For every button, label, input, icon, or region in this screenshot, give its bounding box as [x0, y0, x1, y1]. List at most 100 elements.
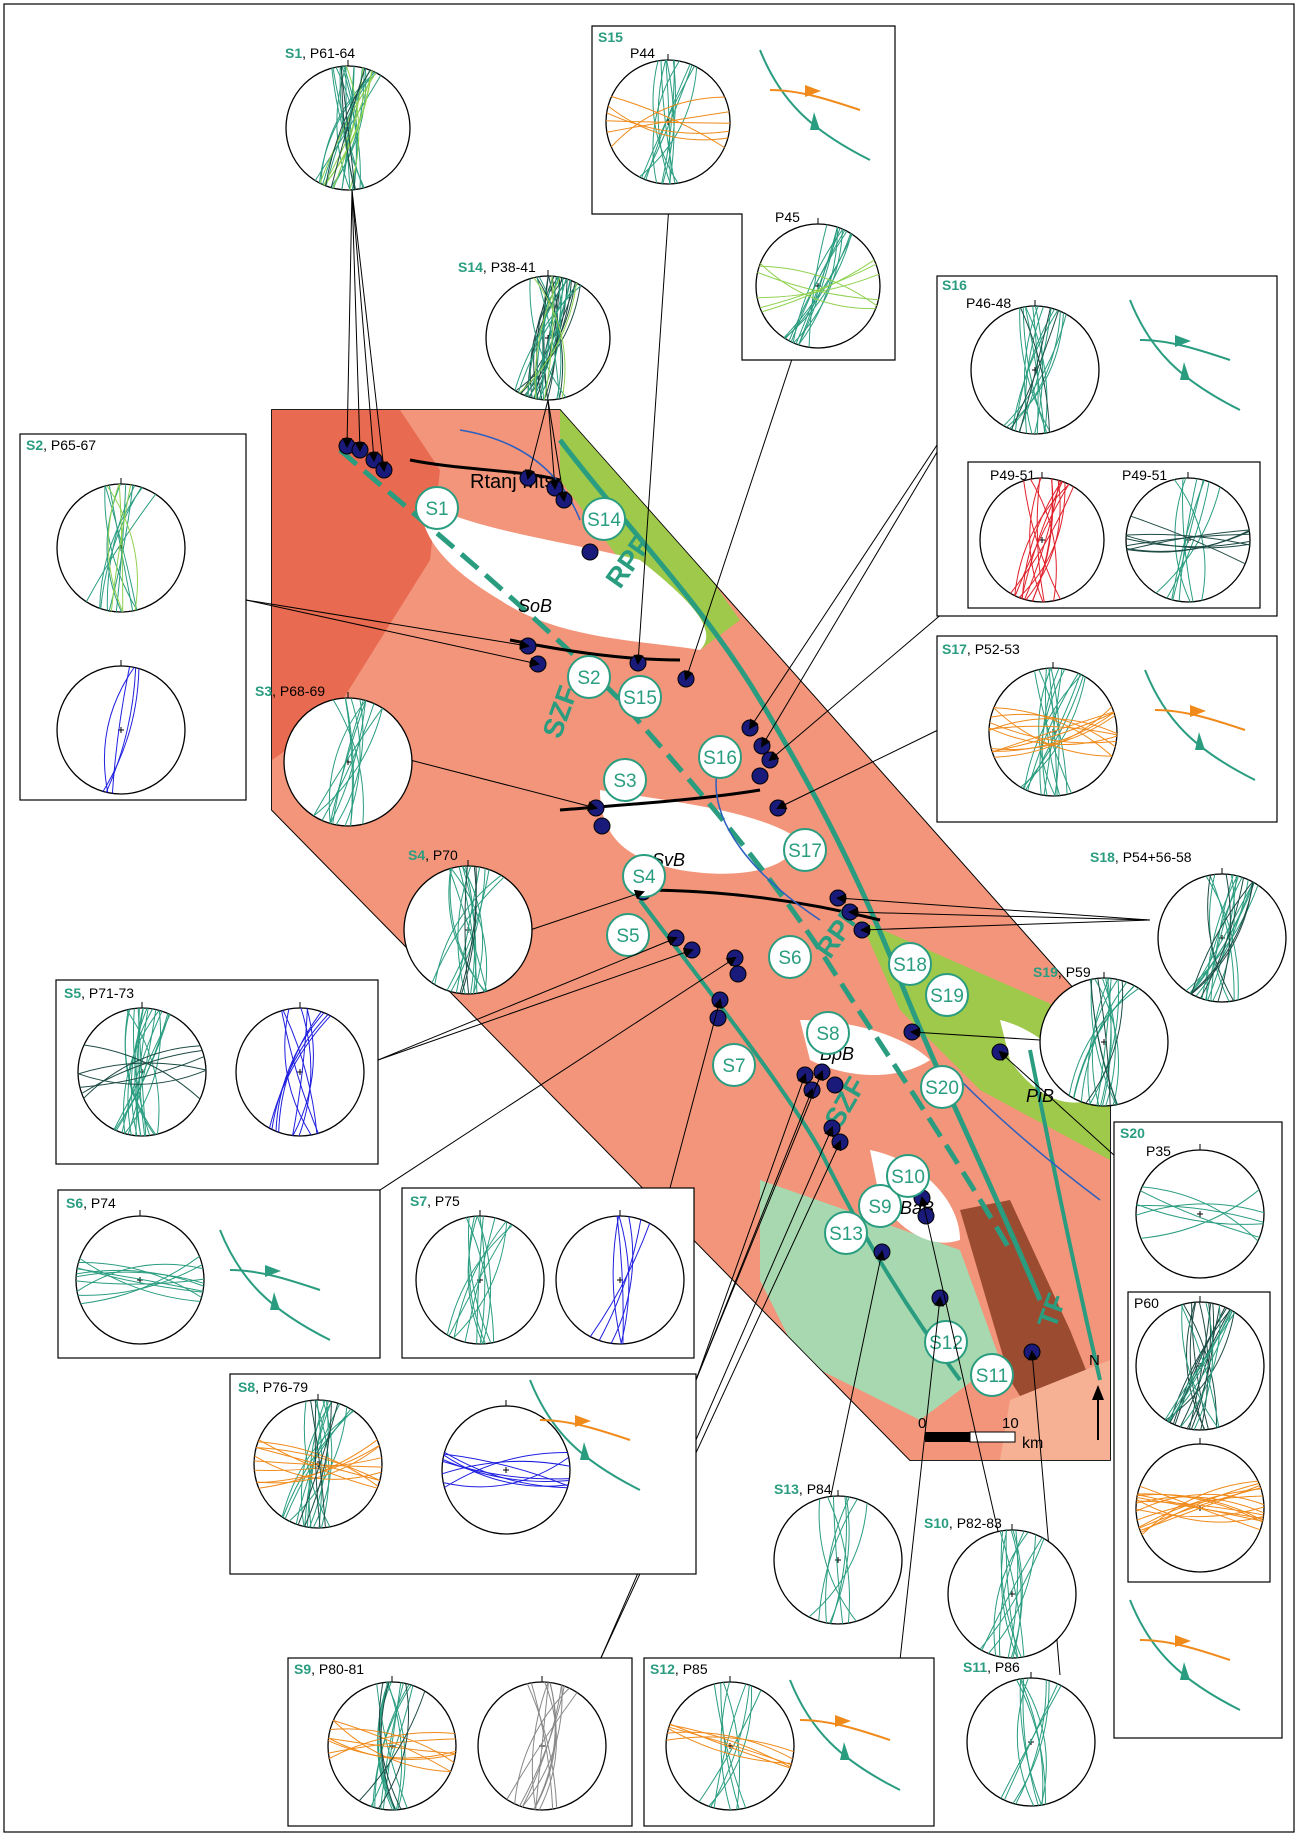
- river: [459, 429, 1101, 1201]
- leader-line: [245, 599, 540, 668]
- svg-text:S3, P68-69: S3, P68-69: [255, 683, 325, 699]
- stereonet: [403, 860, 533, 995]
- leader-line: [669, 998, 723, 1189]
- panel-s7: S7, P75: [401, 1187, 695, 1359]
- svg-text:S3: S3: [613, 771, 636, 792]
- leader-line: [245, 599, 530, 650]
- svg-text:S18, P54+56-58: S18, P54+56-58: [1090, 849, 1192, 865]
- fault-sketch: [529, 1379, 641, 1491]
- panel-s15: S15 P44 P45: [591, 25, 896, 361]
- svg-text:S1, P61-64: S1, P61-64: [285, 45, 355, 61]
- stereonet: [477, 1676, 607, 1811]
- svg-text:P44: P44: [630, 45, 655, 61]
- station-badge-s2: S2: [567, 655, 611, 699]
- station-badge-s5: S5: [606, 913, 650, 957]
- svg-text:P49-51: P49-51: [1122, 467, 1167, 483]
- station-dot: [826, 1076, 844, 1094]
- svg-text:S5: S5: [616, 926, 639, 947]
- svg-text:S14, P38-41: S14, P38-41: [458, 259, 536, 275]
- svg-text:P35: P35: [1146, 1143, 1171, 1159]
- svg-text:S18: S18: [893, 955, 927, 976]
- fault-sketch: [1129, 299, 1241, 411]
- svg-text:S17, P52-53: S17, P52-53: [942, 641, 1020, 657]
- station-badge-s12: S12: [924, 1320, 968, 1364]
- svg-text:S6, P74: S6, P74: [66, 1195, 116, 1211]
- leader-line: [829, 1250, 886, 1501]
- station-dot: [709, 1009, 727, 1027]
- leader-lines: [245, 189, 1151, 1676]
- panel-s13: S13, P84: [773, 1481, 903, 1625]
- stereonet: [235, 1002, 365, 1137]
- svg-text:S10: S10: [891, 1167, 925, 1188]
- leader-line: [547, 399, 560, 490]
- station-dot: [581, 543, 599, 561]
- fault-sketch: [219, 1229, 331, 1341]
- svg-text:S2: S2: [577, 668, 600, 689]
- leader-line: [860, 919, 1151, 935]
- station-badge-s7: S7: [712, 1043, 756, 1087]
- station-badge-s17: S17: [783, 828, 827, 872]
- leader-line: [918, 1196, 1001, 1541]
- leader-line: [899, 1296, 945, 1661]
- svg-text:S5, P71-73: S5, P71-73: [64, 985, 134, 1001]
- stereonet: [979, 472, 1105, 603]
- svg-text:S4: S4: [632, 867, 656, 888]
- panel-s1: S1, P61-64: [285, 45, 411, 191]
- leader-line: [695, 1070, 824, 1381]
- svg-text:S9, P80-81: S9, P80-81: [294, 1661, 364, 1677]
- station-dot: [751, 767, 769, 785]
- fault-secondary: [638, 898, 962, 1382]
- svg-text:S8, P76-79: S8, P76-79: [238, 1379, 308, 1395]
- basin-label: PiB: [1026, 1086, 1054, 1106]
- fault-sketch: [759, 49, 871, 161]
- panel-s4: S4, P70: [403, 847, 533, 995]
- svg-text:S1: S1: [425, 499, 448, 520]
- stereonet: [773, 1490, 903, 1625]
- station-badge-s19: S19: [925, 973, 969, 1017]
- leader-line: [633, 189, 671, 665]
- place-label: Rtanj Mts.: [470, 471, 560, 493]
- stereonet: [1157, 868, 1287, 1003]
- svg-text:S9: S9: [868, 1197, 891, 1218]
- stereonet: [1125, 472, 1251, 603]
- svg-text:P46-48: P46-48: [966, 295, 1011, 311]
- leader-line: [683, 349, 796, 681]
- leader-line: [836, 893, 1151, 921]
- svg-text:S11, P86: S11, P86: [963, 1659, 1020, 1675]
- panel-s9: S9, P80-81: [287, 1657, 633, 1827]
- basin-label: SoB: [518, 596, 552, 616]
- stereonet: [56, 478, 186, 613]
- panel-s12: S12, P85: [643, 1657, 935, 1827]
- panel-s10: S10, P82-83: [924, 1515, 1077, 1659]
- stereonet: [605, 54, 731, 185]
- leader-line: [529, 889, 645, 931]
- fault-sketch: [1129, 1599, 1241, 1711]
- station-badge-s14: S14: [582, 497, 626, 541]
- panel-s11: S11, P86: [963, 1659, 1096, 1807]
- leader-line: [910, 1027, 1041, 1041]
- fault-sketch: [789, 1679, 901, 1791]
- stereonet: [441, 1400, 571, 1535]
- stereonet: [75, 1210, 205, 1345]
- station-badge-s18: S18: [888, 942, 932, 986]
- station-badge-s4: S4: [622, 854, 666, 898]
- leader-line: [377, 947, 694, 1061]
- svg-text:P45: P45: [775, 209, 800, 225]
- stereonet: [77, 1002, 207, 1137]
- leader-line: [377, 936, 678, 1061]
- svg-text:S16: S16: [942, 277, 967, 293]
- fault-SZF: [338, 448, 1013, 1252]
- leader-line: [351, 189, 389, 472]
- svg-text:S19, P59: S19, P59: [1033, 964, 1091, 980]
- stereonet: [253, 1394, 383, 1529]
- svg-text:S8: S8: [816, 1024, 839, 1045]
- svg-text:S12, P85: S12, P85: [650, 1661, 708, 1677]
- stereonet: [665, 1676, 795, 1811]
- panel-s17: S17, P52-53: [936, 635, 1278, 823]
- station-badge-s3: S3: [603, 758, 647, 802]
- stereonet: [485, 270, 611, 401]
- svg-text:S15: S15: [598, 29, 623, 45]
- stereonet: [285, 60, 411, 191]
- leader-line: [998, 1050, 1116, 1157]
